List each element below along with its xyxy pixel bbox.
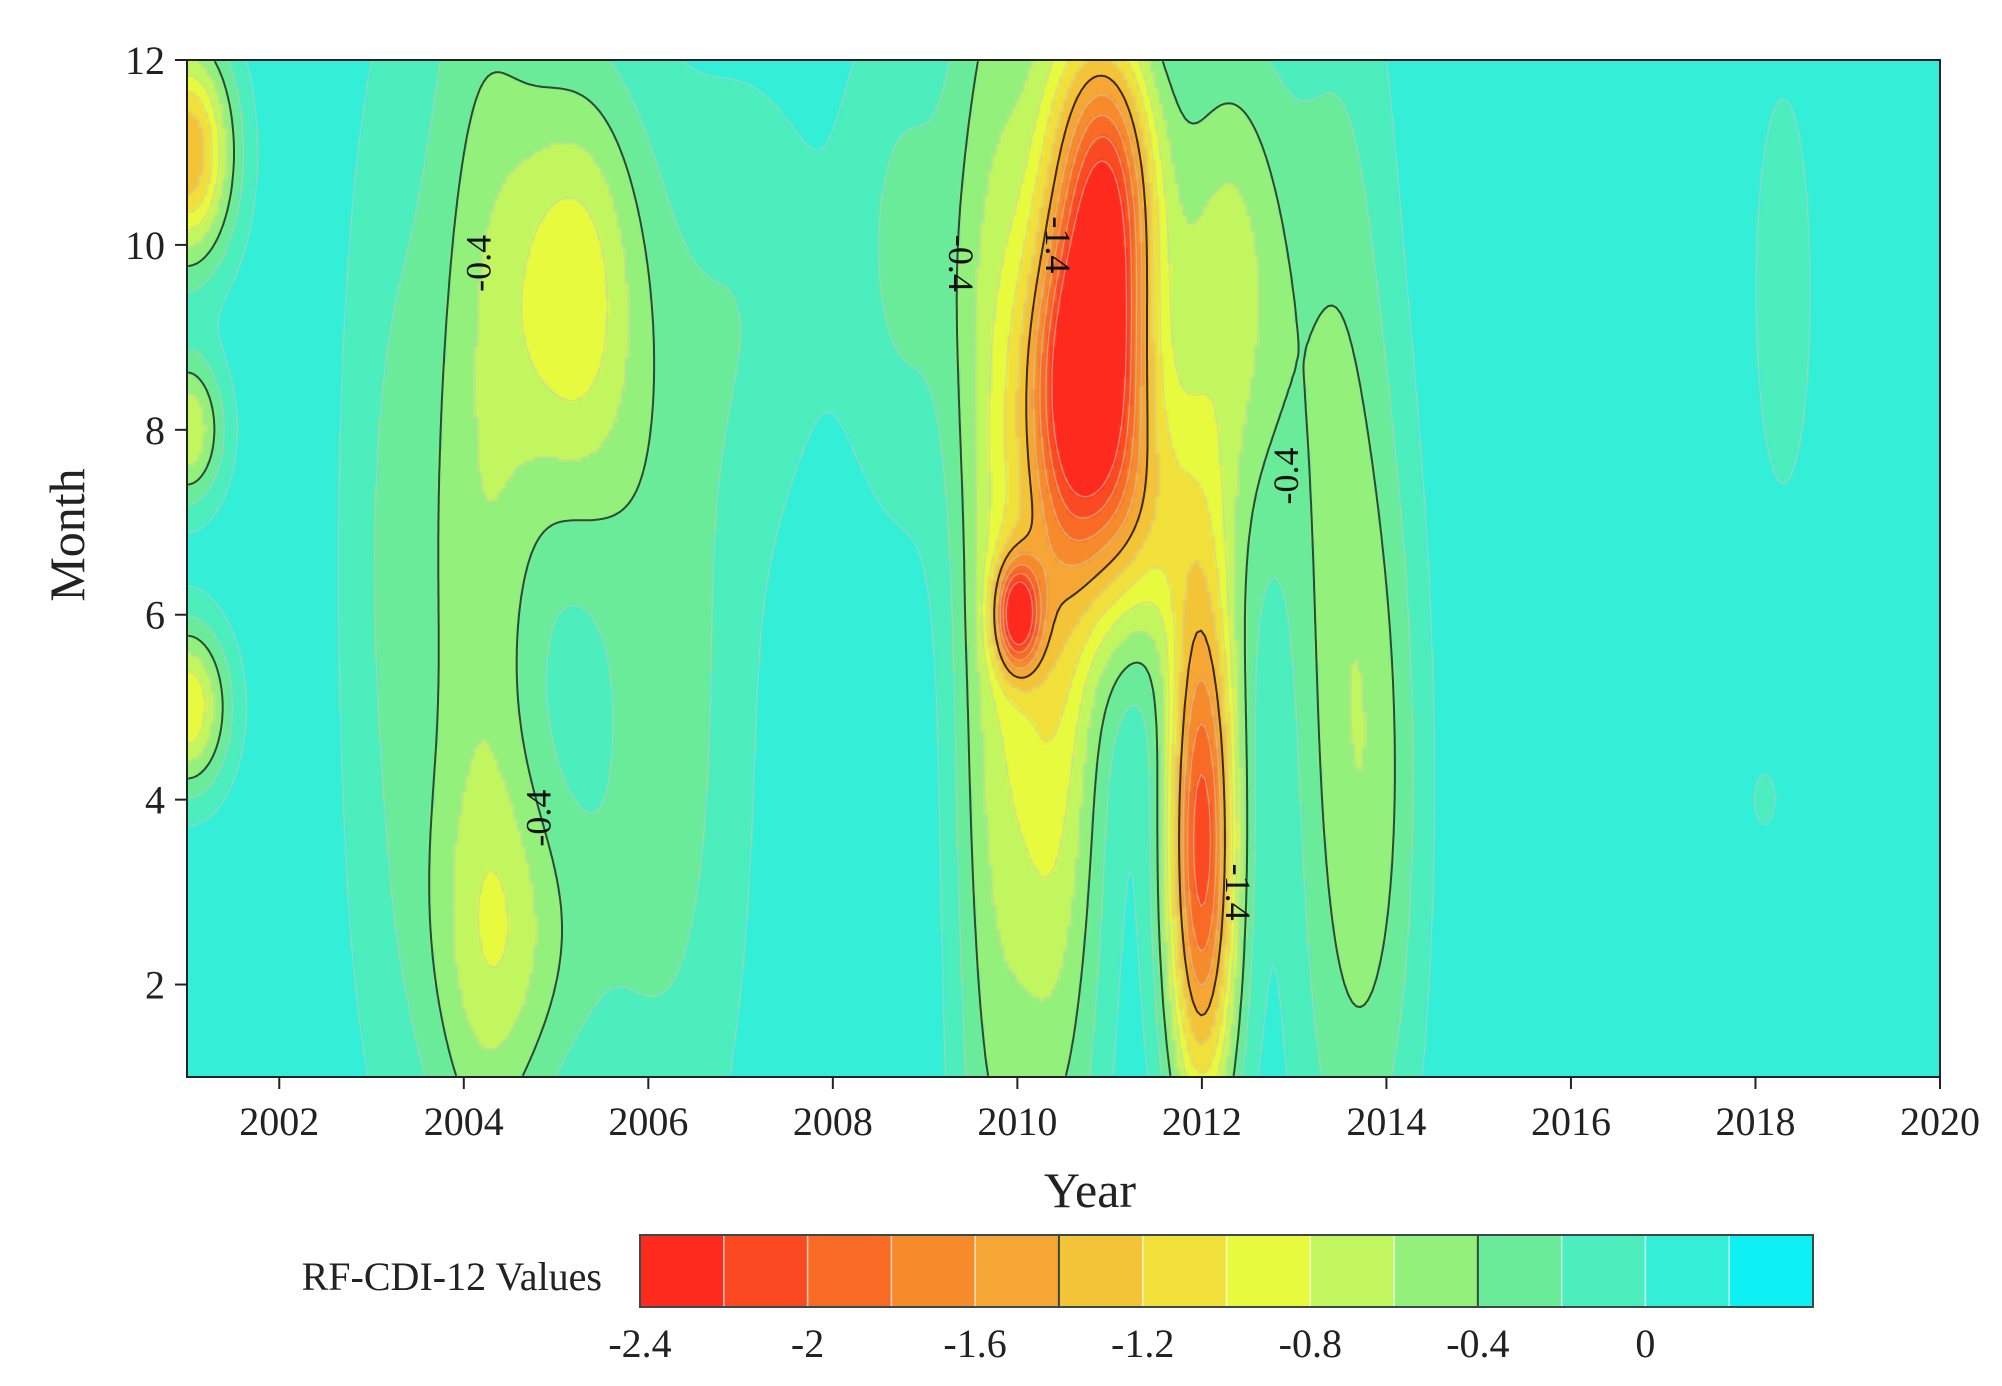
contour-line [188,61,1230,1045]
contour-line [188,61,1234,1074]
contour-line [1002,136,1211,908]
colorbar-swatch [975,1235,1060,1307]
x-tick-label: 2016 [1531,1099,1611,1144]
contour-label: -1.4 [1218,864,1258,921]
x-tick-label: 2018 [1715,1099,1795,1144]
contour-line [1005,160,1128,646]
contour-label: -0.4 [941,235,981,292]
colorbar-swatch [1477,1235,1563,1307]
colorbar-swatch [807,1235,892,1307]
colorbar-tick-labels: -2.4 -2 -1.6 -1.2 -0.8 -0.4 0 [608,1321,1655,1366]
x-tick-label: 2006 [608,1099,688,1144]
colorbar-swatch [891,1235,976,1307]
contour-line [188,61,1238,1076]
contour-line [188,61,1366,1076]
colorbar: RF-CDI-12 Values -2.4 -2 -1.6 -1.2 -0.8 -0.4 0 [302,1234,1814,1366]
y-tick-label: 2 [145,963,165,1008]
x-tick-label: 2020 [1900,1099,1980,1144]
contour-label: -0.4 [1266,448,1306,505]
colorbar-swatch [1142,1235,1227,1307]
plot-frame [186,59,1941,1078]
plot-area [187,60,1940,1077]
colorbar-tick-label: 0 [1635,1321,1655,1366]
colorbar-swatch [1058,1235,1144,1307]
x-tick-label: 2004 [424,1099,504,1144]
contour-label: -1.4 [1038,216,1078,273]
colorbar-swatch [1561,1235,1646,1307]
colorbar-tick-label: -2.4 [608,1321,671,1366]
x-axis: 2002 2004 2006 2008 2010 2012 2014 2016 2018 2020 [239,1077,1980,1144]
colorbar-title: RF-CDI-12 Values [302,1254,602,1299]
y-axis-title: Month [39,468,95,601]
contour-line [188,61,1414,1076]
contour-line [993,74,1226,1017]
contour-line [996,94,1222,986]
colorbar-tick-label: -1.6 [943,1321,1006,1366]
x-tick-label: 2002 [239,1099,319,1144]
colorbar-swatch [1394,1235,1479,1307]
x-tick-label: 2014 [1346,1099,1426,1144]
colorbar-swatch [640,1235,725,1307]
colorbar-swatch [1226,1235,1311,1307]
contour-label: -0.4 [518,790,558,847]
colorbar-swatch [1310,1235,1395,1307]
y-tick-label: 6 [145,593,165,638]
colorbar-tick-label: -1.2 [1111,1321,1174,1366]
x-axis-title: Year [1044,1162,1136,1218]
colorbar-tick-label: -0.8 [1279,1321,1342,1366]
colorbar-swatches [639,1234,1814,1308]
contour-lines [188,61,1811,1076]
y-tick-label: 10 [125,223,165,268]
y-axis: 2 4 6 8 10 12 [125,38,187,1008]
contour-line [999,114,1217,952]
contour-labels: -0.4 -0.4 -0.4 -1.4 -0.4 -1.4 [458,216,1305,920]
contour-line [188,61,1811,1076]
y-tick-label: 4 [145,778,165,823]
colorbar-tick-label: -0.4 [1446,1321,1509,1366]
x-tick-label: 2008 [793,1099,873,1144]
y-tick-label: 12 [125,38,165,83]
contour-line [188,61,1396,1076]
colorbar-swatch [1645,1235,1730,1307]
x-tick-label: 2012 [1162,1099,1242,1144]
colorbar-frame [639,1234,1814,1308]
y-tick-label: 8 [145,408,165,453]
contour-label: -0.4 [458,235,498,292]
colorbar-swatch [723,1235,809,1307]
colorbar-tick-label: -2 [791,1321,824,1366]
x-tick-label: 2010 [977,1099,1057,1144]
colorbar-swatch [1729,1235,1814,1307]
